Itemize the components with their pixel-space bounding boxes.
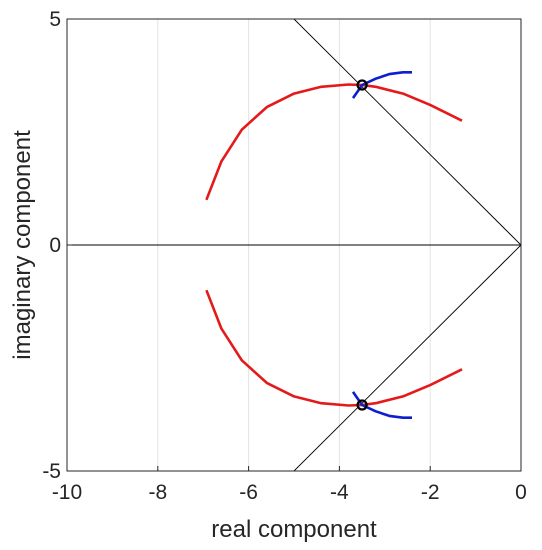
y-tick-label: -5 <box>42 460 61 483</box>
x-tick-label: -10 <box>52 481 82 504</box>
series-0-branch-0 <box>205 83 463 201</box>
x-axis-label: real component <box>211 516 377 543</box>
series-0-branch-1 <box>205 289 463 407</box>
x-tick-labels: -10 -8 -6 -4 -2 0 <box>52 466 527 504</box>
marker-layer <box>356 79 368 411</box>
y-tick-labels: -5 0 5 <box>42 8 72 483</box>
damping-line-lower <box>293 244 521 471</box>
series-layer <box>205 71 463 419</box>
y-tick-label: 0 <box>49 234 61 257</box>
reference-lines <box>67 19 521 471</box>
y-tick-label: 5 <box>49 8 61 31</box>
x-tick-label: -4 <box>330 481 349 504</box>
series-1-branch-1 <box>351 391 412 419</box>
series-1-branch-0 <box>351 71 412 99</box>
x-tick-label: -6 <box>239 481 258 504</box>
damping-line-upper <box>293 19 521 246</box>
x-tick-label: -8 <box>148 481 167 504</box>
x-tick-label: -2 <box>421 481 440 504</box>
x-tick-label: 0 <box>515 481 527 504</box>
pole-marker-1 <box>356 399 368 411</box>
pole-marker-0 <box>356 79 368 91</box>
y-axis-label: imaginary component <box>9 130 36 360</box>
